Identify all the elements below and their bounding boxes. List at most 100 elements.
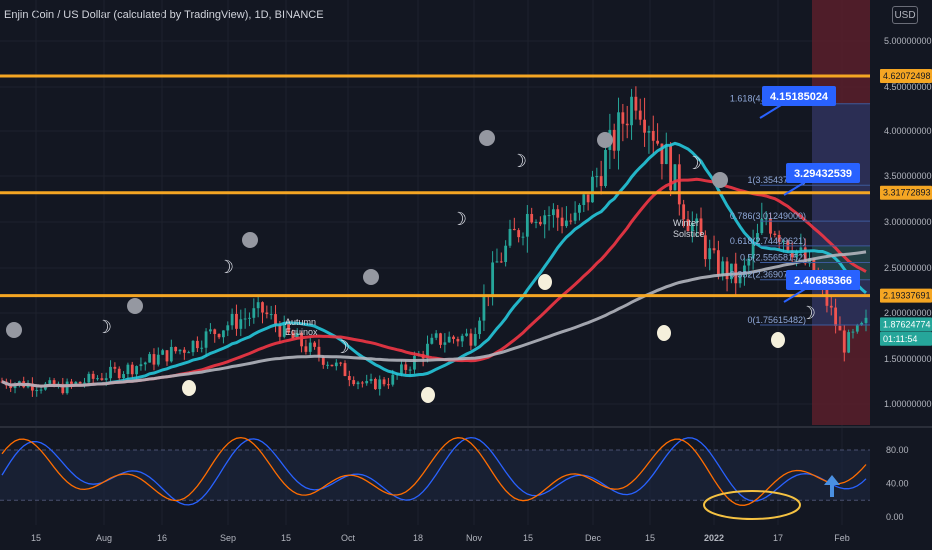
candle-body — [834, 307, 838, 326]
candle-body — [582, 194, 586, 205]
candle-body — [117, 368, 121, 379]
candle-body — [261, 302, 264, 313]
candle-body — [30, 383, 34, 391]
candle-body — [708, 248, 712, 260]
candle-body — [773, 233, 777, 235]
candle-body — [565, 220, 568, 227]
time-axis-tick: 15 — [523, 533, 533, 543]
candle-body — [139, 364, 143, 367]
candle-body — [174, 346, 178, 352]
candle-body — [647, 130, 651, 133]
candle-body — [491, 262, 495, 296]
candle-body — [751, 242, 755, 259]
time-axis-tick: Sep — [220, 533, 236, 543]
candle-body — [838, 325, 842, 331]
price-axis-tick: 1.00000000 — [884, 399, 932, 409]
candle-body — [330, 364, 334, 367]
candle-body — [617, 112, 620, 151]
candle-body — [243, 318, 247, 320]
candle-body — [156, 354, 160, 365]
fib-level-label: 1(3.35437256) — [747, 175, 806, 185]
candle-body — [443, 342, 447, 345]
candle-body — [803, 247, 807, 264]
candle-body — [135, 366, 138, 375]
candle-body — [747, 258, 751, 266]
moon-marker-new — [597, 132, 613, 148]
candle-body — [530, 213, 534, 223]
candle-body — [599, 176, 603, 187]
candle-body — [217, 334, 221, 338]
candle-body — [573, 212, 577, 221]
candle-body — [495, 261, 499, 263]
price-axis-tick: 4.00000000 — [884, 126, 932, 136]
candle-body — [682, 204, 686, 220]
candle-body — [195, 340, 199, 349]
candle-body — [456, 339, 460, 342]
time-axis-tick: Oct — [341, 533, 356, 543]
candle-body — [365, 380, 369, 384]
candle-body — [248, 317, 251, 319]
candle-body — [743, 265, 746, 275]
candle-body — [651, 130, 655, 141]
candle-body — [282, 322, 286, 337]
candle-body — [356, 382, 360, 385]
candle-body — [165, 350, 169, 362]
candle-body — [716, 250, 720, 276]
candle-body — [178, 349, 182, 352]
candle-body — [721, 261, 725, 276]
candle-body — [534, 221, 538, 223]
candle-body — [569, 220, 573, 222]
current-price-label: 1.87624774 — [883, 319, 931, 329]
chart-title: Enjin Coin / US Dollar (calculated by Tr… — [4, 9, 324, 21]
candle-body — [326, 364, 330, 366]
candle-body — [725, 261, 729, 280]
callout-box — [786, 163, 860, 183]
candle-body — [269, 314, 273, 316]
candle-body — [187, 352, 191, 354]
candle-body — [560, 217, 564, 227]
callout-box — [762, 86, 836, 106]
candle-body — [109, 366, 112, 379]
candle-body — [460, 335, 464, 342]
price-axis-tick: 5.00000000 — [884, 36, 932, 46]
candle-body — [777, 234, 781, 242]
candle-body — [595, 176, 599, 178]
level-price-tag — [880, 185, 932, 200]
candle-body — [612, 129, 616, 151]
oscillator-axis-tick: 80.00 — [886, 445, 909, 455]
oscillator-line-%K — [1, 436, 867, 506]
candle-body — [65, 381, 69, 394]
candle-body — [9, 385, 13, 389]
moving-average-ma-slow — [1, 250, 867, 388]
candle-body — [430, 337, 434, 344]
candle-body — [200, 347, 204, 349]
candle-body — [391, 374, 395, 385]
callout-box — [786, 270, 860, 290]
candle-body — [525, 213, 529, 237]
event-annotation: Autumn — [285, 317, 316, 327]
candle-body — [738, 274, 742, 284]
candle-body — [204, 331, 208, 348]
currency-button[interactable]: USD — [892, 6, 918, 24]
moon-marker-full — [538, 274, 552, 290]
moving-average-ma-fast — [1, 141, 867, 388]
candle-body — [829, 305, 833, 308]
candle-body — [143, 362, 147, 365]
event-annotation: Solstice — [673, 229, 705, 239]
callout-label: 3.29432539 — [794, 168, 852, 180]
candle-body — [61, 383, 65, 394]
candle-body — [473, 334, 477, 346]
fib-level-label: 0.382(2.36907064) — [730, 270, 806, 280]
candle-body — [334, 362, 338, 367]
candle-body — [39, 389, 43, 391]
candle-body — [169, 346, 173, 362]
candle-body — [339, 362, 343, 364]
candle-body — [226, 325, 230, 331]
candle-body — [756, 233, 759, 243]
candle-body — [782, 240, 785, 242]
level-price-label: 3.31772893 — [883, 188, 931, 198]
candle-body — [347, 375, 351, 381]
candle-body — [621, 112, 625, 124]
candle-body — [287, 322, 290, 333]
